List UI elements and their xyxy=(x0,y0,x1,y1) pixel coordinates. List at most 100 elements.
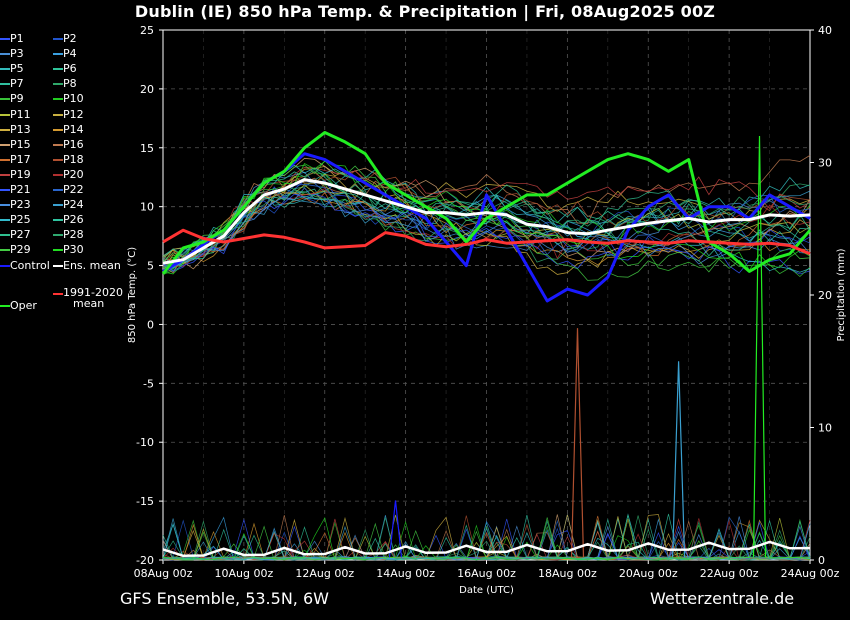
legend-label: P26 xyxy=(63,213,84,227)
legend-item-p27: P27 xyxy=(0,228,31,241)
x-axis-label: Date (UTC) xyxy=(459,585,514,596)
member-precip-line xyxy=(162,516,811,561)
legend-swatch xyxy=(53,113,63,116)
legend-label: Control xyxy=(10,259,50,272)
legend-swatch xyxy=(53,83,63,86)
legend-swatch xyxy=(0,53,10,56)
footer-source: GFS Ensemble, 53.5N, 6W xyxy=(120,589,329,608)
legend-item-p30: P30 xyxy=(53,243,84,256)
member-line xyxy=(162,182,811,278)
y-tick-label: -20 xyxy=(136,554,154,567)
legend-item-p7: P7 xyxy=(0,77,24,90)
member-precip-line xyxy=(162,517,811,561)
x-tick-label: 20Aug 00z xyxy=(619,567,678,580)
legend-item-p15: P15 xyxy=(0,138,31,151)
x-tick-label: 18Aug 00z xyxy=(538,567,597,580)
legend-item-p12: P12 xyxy=(53,108,84,121)
legend-item-control: Control xyxy=(0,259,50,272)
legend-swatch xyxy=(53,219,63,222)
legend-item-p9: P9 xyxy=(0,92,24,105)
series-line-1991-2020-mean xyxy=(162,228,811,256)
legend-label: P24 xyxy=(63,198,84,212)
x-tick-label: 08Aug 00z xyxy=(134,567,193,580)
legend-swatch xyxy=(0,204,10,207)
legend-label: P17 xyxy=(10,152,31,166)
page-title: Dublin (IE) 850 hPa Temp. & Precipitatio… xyxy=(134,2,716,21)
legend-label: P16 xyxy=(63,137,84,151)
legend-swatch xyxy=(53,265,63,267)
legend-item-p2: P2 xyxy=(53,32,77,45)
legend-swatch xyxy=(53,98,63,101)
legend-label: P6 xyxy=(63,62,77,76)
legend-item-p6: P6 xyxy=(53,62,77,75)
legend-item-p29: P29 xyxy=(0,243,31,256)
series-line-oper xyxy=(161,131,812,275)
legend-swatch xyxy=(0,189,10,191)
legend-label: P14 xyxy=(63,122,84,136)
legend-swatch xyxy=(53,68,63,71)
legend-swatch xyxy=(53,234,63,237)
y-tick-label: 5 xyxy=(147,260,154,273)
legend-item-p23: P23 xyxy=(0,198,31,211)
legend-swatch xyxy=(0,173,10,176)
y-tick-label: 25 xyxy=(140,24,154,37)
member-line xyxy=(162,175,811,257)
legend-label: P5 xyxy=(10,62,24,76)
legend-swatch xyxy=(0,219,10,222)
legend-item-p20: P20 xyxy=(53,168,84,181)
y2-tick-label: 0 xyxy=(818,554,825,567)
member-line xyxy=(162,187,811,272)
legend-swatch xyxy=(53,143,63,146)
legend-label: Oper xyxy=(10,299,37,312)
legend-item-p14: P14 xyxy=(53,123,84,136)
legend-swatch xyxy=(0,234,10,237)
legend-label: Ens. mean xyxy=(63,259,121,272)
legend-item-p22: P22 xyxy=(53,183,84,196)
y2-tick-label: 20 xyxy=(818,289,832,302)
legend-swatch xyxy=(0,68,10,71)
legend-label: P30 xyxy=(63,243,84,257)
y2-tick-label: 40 xyxy=(818,24,832,37)
legend-item-p10: P10 xyxy=(53,92,84,105)
legend-label: P23 xyxy=(10,198,31,212)
legend-item-p21: P21 xyxy=(0,183,31,196)
y2-tick-label: 30 xyxy=(818,157,832,170)
legend-item-p24: P24 xyxy=(53,198,84,211)
member-line xyxy=(162,164,811,273)
x-tick-label: 12Aug 00z xyxy=(295,567,354,580)
legend-label: P13 xyxy=(10,122,31,136)
y-tick-label: -15 xyxy=(136,495,154,508)
y-tick-label: 20 xyxy=(140,83,154,96)
legend-swatch xyxy=(0,158,10,161)
legend-label: P25 xyxy=(10,213,31,227)
precip-peak xyxy=(752,135,767,558)
legend-swatch xyxy=(53,38,63,40)
legend-item-p13: P13 xyxy=(0,123,31,136)
legend-item-p11: P11 xyxy=(0,108,31,121)
legend-item-1991-2020-mean: 1991-2020 mean xyxy=(53,287,123,309)
member-precip-line xyxy=(162,513,811,561)
precip-peak xyxy=(570,328,585,558)
legend-label: P21 xyxy=(10,183,31,196)
legend-swatch xyxy=(53,128,63,131)
legend-label: P1 xyxy=(10,32,24,45)
legend-label: P2 xyxy=(63,32,77,45)
member-precip-line xyxy=(162,517,811,561)
ens-mean-precip-line xyxy=(162,540,811,558)
y-tick-label: 15 xyxy=(140,142,154,155)
legend-label: P4 xyxy=(63,47,77,61)
legend-item-p1: P1 xyxy=(0,32,24,45)
legend-label: P3 xyxy=(10,47,24,61)
legend-item-p16: P16 xyxy=(53,138,84,151)
x-tick-label: 14Aug 00z xyxy=(376,567,435,580)
legend-item-p19: P19 xyxy=(0,168,31,181)
legend-label: P15 xyxy=(10,137,31,151)
legend-label: P19 xyxy=(10,167,31,181)
legend-item-p4: P4 xyxy=(53,47,77,60)
footer-site[interactable]: Wetterzentrale.de xyxy=(650,589,795,608)
legend-item-p8: P8 xyxy=(53,77,77,90)
legend-item-oper: Oper xyxy=(0,299,37,312)
legend-label: P27 xyxy=(10,228,31,242)
legend-swatch xyxy=(0,98,10,101)
